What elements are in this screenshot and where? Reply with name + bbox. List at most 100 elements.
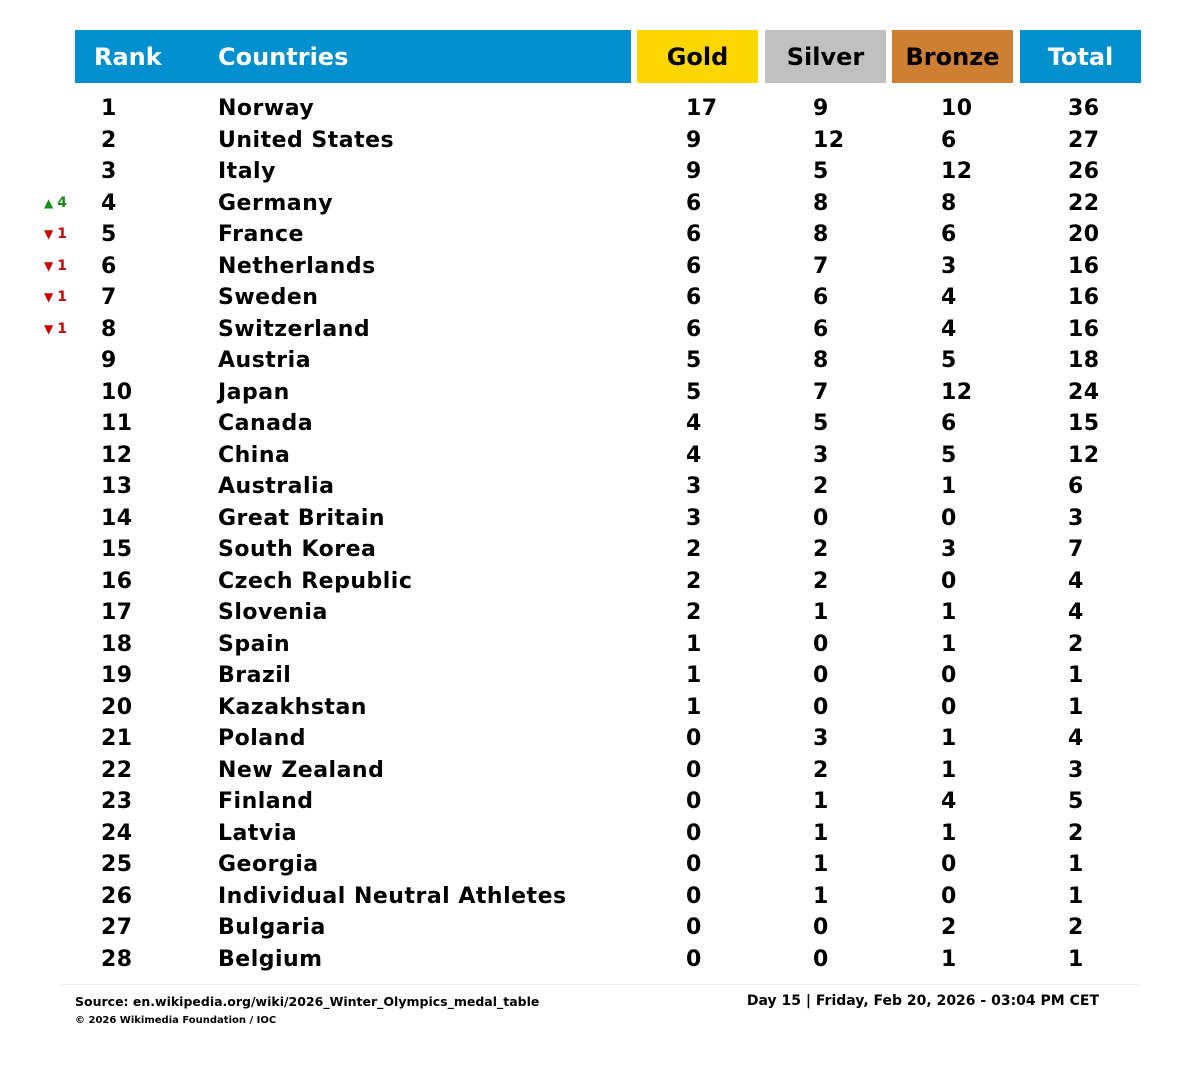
arrow-down-icon: ▼ [44,321,54,336]
country-cell: Spain [218,631,291,657]
table-row: 27 Bulgaria 0 0 2 2 [0,912,1200,944]
rank-cell: 23 [101,789,133,814]
bronze-cell: 0 [941,505,957,531]
header-rank: Rank [94,42,162,71]
country-cell: Norway [218,96,315,121]
table-row: 12 China 4 3 5 12 [0,440,1200,472]
total-cell: 15 [1068,411,1100,436]
gold-cell: 0 [686,757,702,783]
total-cell: 26 [1068,159,1100,184]
arrow-up-icon: ▲ [44,195,54,210]
header-countries: Countries [218,42,349,71]
bronze-cell: 6 [941,222,957,247]
rank-cell: 25 [101,852,133,877]
source-text: Source: en.wikipedia.org/wiki/2026_Winte… [75,994,540,1009]
gold-cell: 4 [686,411,702,436]
rank-cell: 17 [101,600,133,625]
silver-cell: 3 [813,726,829,751]
table-row: 2 United States 9 12 6 27 [0,125,1200,157]
country-cell: Great Britain [218,505,386,531]
silver-cell: 9 [813,96,829,121]
rank-cell: 15 [101,537,133,562]
header-total: Total [1020,30,1141,83]
header-total-label: Total [1047,42,1114,71]
gold-cell: 0 [686,883,702,909]
header-silver-label: Silver [786,42,865,71]
bronze-cell: 1 [941,600,957,625]
gold-cell: 6 [686,285,702,310]
header-rank-countries-band: Rank Countries [75,30,631,83]
header-bronze-label: Bronze [905,42,1000,71]
rank-change-indicator: ▲ 4 [44,188,67,220]
total-cell: 5 [1068,789,1084,814]
silver-cell: 2 [813,474,829,499]
bronze-cell: 3 [941,537,957,562]
bronze-cell: 1 [941,726,957,751]
table-row: 21 Poland 0 3 1 4 [0,723,1200,755]
gold-cell: 3 [686,474,702,499]
bronze-cell: 4 [941,789,957,814]
arrow-down-icon: ▼ [44,227,54,241]
country-cell: Canada [218,411,314,436]
gold-cell: 0 [686,915,702,940]
total-cell: 27 [1068,127,1100,153]
gold-cell: 1 [686,631,702,657]
silver-cell: 0 [813,694,829,720]
rank-cell: 27 [101,915,133,940]
rank-cell: 22 [101,757,133,783]
total-cell: 1 [1068,694,1084,720]
bronze-cell: 1 [941,820,957,846]
rank-cell: 14 [101,505,133,531]
rank-cell: 13 [101,474,133,499]
silver-cell: 2 [813,568,829,594]
silver-cell: 2 [813,757,829,783]
total-cell: 6 [1068,474,1084,499]
silver-cell: 2 [813,537,829,562]
silver-cell: 7 [813,379,829,405]
copyright-text: © 2026 Wikimedia Foundation / IOC [75,1015,277,1026]
rank-cell: 2 [101,127,117,153]
silver-cell: 0 [813,631,829,657]
gold-cell: 0 [686,820,702,846]
table-row: ▼ 1 7 Sweden 6 6 4 16 [0,282,1200,314]
silver-cell: 8 [813,222,829,247]
total-cell: 2 [1068,915,1084,940]
footer-divider [60,984,1140,985]
total-cell: 4 [1068,568,1084,594]
table-row: 19 Brazil 1 0 0 1 [0,660,1200,692]
rank-change-indicator: ▼ 1 [44,219,67,251]
total-cell: 16 [1068,316,1100,342]
country-cell: United States [218,127,395,153]
total-cell: 12 [1068,442,1100,468]
country-cell: Slovenia [218,600,328,625]
gold-cell: 2 [686,537,702,562]
total-cell: 16 [1068,285,1100,310]
silver-cell: 12 [813,127,845,153]
table-row: 17 Slovenia 2 1 1 4 [0,597,1200,629]
country-cell: Bulgaria [218,915,326,940]
arrow-down-icon: ▼ [44,258,54,273]
rank-cell: 3 [101,159,117,184]
silver-cell: 1 [813,789,829,814]
table-row: 18 Spain 1 0 1 2 [0,629,1200,661]
bronze-cell: 4 [941,316,957,342]
rank-cell: 5 [101,222,117,247]
gold-cell: 9 [686,127,702,153]
total-cell: 1 [1068,946,1084,972]
bronze-cell: 5 [941,348,957,373]
bronze-cell: 0 [941,852,957,877]
header-bronze: Bronze [892,30,1013,83]
silver-cell: 5 [813,411,829,436]
silver-cell: 8 [813,348,829,373]
country-cell: Belgium [218,946,323,972]
silver-cell: 1 [813,852,829,877]
table-row: ▼ 1 8 Switzerland 6 6 4 16 [0,314,1200,346]
rank-cell: 7 [101,285,117,310]
total-cell: 16 [1068,253,1100,279]
rank-cell: 8 [101,316,117,342]
country-cell: Switzerland [218,316,371,342]
rank-cell: 21 [101,726,133,751]
rank-cell: 1 [101,96,117,121]
header-gold-label: Gold [666,42,729,71]
gold-cell: 0 [686,789,702,814]
